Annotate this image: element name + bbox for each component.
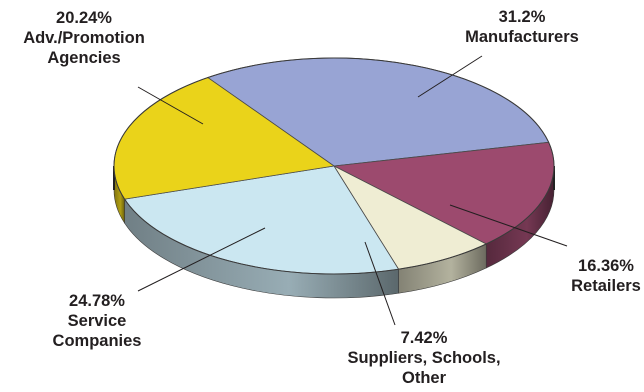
slice-label-1: 16.36% Retailers — [571, 257, 641, 295]
slice-label-3: 24.78% Service Companies — [53, 292, 142, 350]
pie-outline — [113, 57, 555, 275]
leader-line-1 — [449, 204, 568, 247]
leader-line-2 — [364, 241, 396, 326]
pie-top-faces — [113, 57, 555, 275]
leader-line-4 — [137, 86, 204, 125]
leader-line-0 — [417, 55, 483, 98]
slice-label-2: 7.42% Suppliers, Schools, Other — [347, 329, 500, 387]
slice-label-0: 31.2% Manufacturers — [465, 8, 579, 46]
slice-label-4: 20.24% Adv./Promotion Agencies — [23, 9, 145, 67]
pie-labels: 31.2% Manufacturers 16.36% Retailers 7.42% Su… — [23, 8, 641, 387]
leader-line-3 — [137, 227, 266, 292]
